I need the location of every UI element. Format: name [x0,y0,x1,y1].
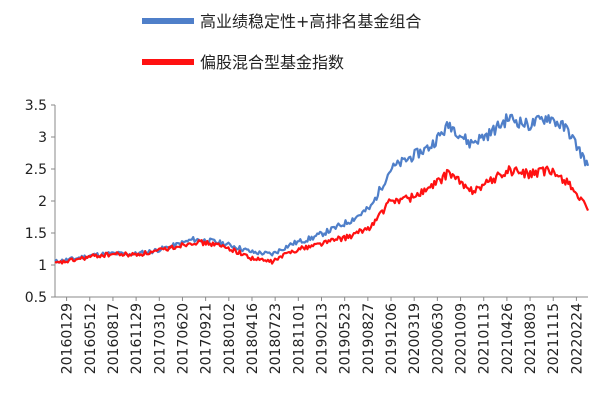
x-tick-label: 20211115 [546,303,562,374]
x-tick-label: 20210426 [500,303,516,374]
x-tick-label: 20190213 [315,303,331,374]
legend: 高业绩稳定性+高排名基金组合 偏股混合型基金指数 [142,12,421,72]
x-tick-label: 20190827 [361,303,377,374]
y-tick-label: 2 [38,194,47,210]
axes [51,104,588,301]
x-tick-label: 20170310 [152,303,168,374]
x-tick-label: 20160129 [60,303,76,374]
x-tick-label: 20180723 [268,303,284,374]
x-tick-label: 20210113 [477,303,493,374]
y-axis-labels: 0.5 1 1.5 2 2.5 3 3.5 [25,98,47,306]
x-tick-label: 20190523 [338,303,354,374]
x-tick-label: 20210803 [523,303,539,374]
x-tick-label: 20180102 [222,303,238,374]
x-tick-label: 20201009 [454,303,470,374]
x-tick-label: 20161129 [129,303,145,374]
y-tick-label: 0.5 [25,290,47,306]
y-tick-label: 3 [38,130,47,146]
y-tick-label: 1.5 [25,226,47,242]
series-line-red [54,165,590,265]
x-tick-label: 20200319 [407,303,423,374]
series-lines [54,113,590,265]
x-tick-label: 20180416 [245,303,261,374]
x-tick-label: 20200630 [430,303,446,374]
series-line-blue [54,113,590,264]
x-tick-label: 20160817 [106,303,122,374]
x-tick-label: 20191206 [384,303,400,374]
y-tick-label: 2.5 [25,162,47,178]
x-tick-label: 20160512 [83,303,99,374]
x-tick-label: 20170921 [199,303,215,374]
legend-label-blue: 高业绩稳定性+高排名基金组合 [200,12,421,31]
y-tick-label: 3.5 [25,98,47,114]
x-tick-label: 20181101 [291,303,307,374]
x-axis-labels: 20160129 20160512 20160817 20161129 20170310… [60,303,586,374]
legend-label-red: 偏股混合型基金指数 [200,53,344,72]
x-tick-label: 20170620 [175,303,191,374]
x-tick-label: 20220224 [569,303,585,374]
y-tick-label: 1 [38,258,47,274]
